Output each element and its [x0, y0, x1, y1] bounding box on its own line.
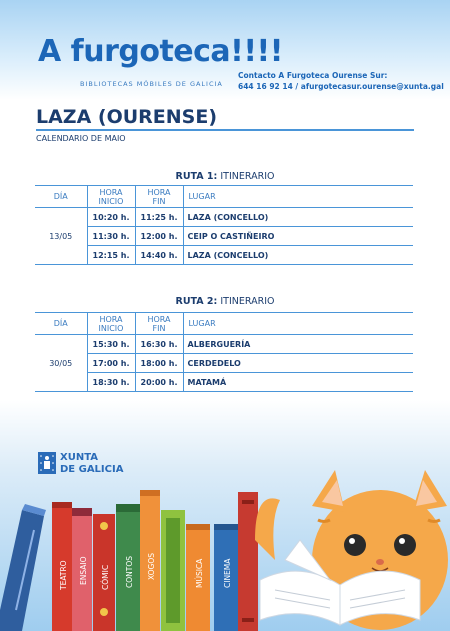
contact-details[interactable]: 644 16 92 14 / afurgotecasur.ourense@xun… — [238, 82, 444, 91]
book-xogos: XOGOS — [140, 490, 160, 631]
place-title: LAZA (OURENSE) — [36, 106, 218, 128]
route-2-label: RUTA 2: — [175, 296, 218, 307]
book-label-xogos: XOGOS — [147, 553, 156, 580]
start-time: 11:30 h. — [86, 226, 135, 246]
table-row: 11:30 h. 12:00 h. CEIP O CASTIÑEIRO — [35, 226, 413, 246]
stop-place: ALBERGUERÍA — [182, 334, 413, 354]
col-dia: DÍA — [35, 185, 87, 208]
end-time: 14:40 h. — [134, 245, 183, 265]
book-red-tall — [238, 492, 258, 631]
xunta-line2: DE GALICIA — [60, 464, 124, 475]
route-1-sub: ITINERARIO — [220, 171, 275, 182]
open-book-icon — [259, 539, 421, 626]
table-header-row: DÍA HORA INICIO HORA FIN LUGAR — [35, 312, 413, 335]
stop-place: CEIP O CASTIÑEIRO — [182, 226, 413, 246]
book-musica: MÚSICA — [186, 524, 210, 631]
start-time: 10:20 h. — [86, 207, 135, 227]
col-dia: DÍA — [35, 312, 87, 335]
contact-block: Contacto A Furgoteca Ourense Sur: 644 16… — [238, 70, 444, 92]
col-lugar: LUGAR — [182, 312, 413, 335]
book-cinema: CINEMA — [214, 524, 238, 631]
col-hora-inicio: HORA INICIO — [86, 312, 135, 335]
end-time: 20:00 h. — [134, 372, 183, 392]
book-contos: CONTOS — [116, 504, 140, 631]
xunta-wordmark: XUNTA DE GALICIA — [60, 452, 123, 476]
route-date: 30/05 — [35, 334, 87, 392]
col-hora-fin: HORA FIN — [134, 185, 183, 208]
end-time: 18:00 h. — [134, 353, 183, 373]
book-ensaio: ENSAIO — [72, 508, 92, 631]
book-label-cinema: CINEMA — [223, 558, 232, 588]
brand-title: A furgoteca!!!! — [38, 34, 283, 69]
books-and-cat-illustration: TEATRO ENSAIO CÓMIC CONTOS XOGOS MÚSICA — [0, 470, 448, 631]
end-time: 16:30 h. — [134, 334, 183, 354]
book-label-ensaio: ENSAIO — [79, 556, 88, 585]
end-time: 12:00 h. — [134, 226, 183, 246]
calendar-month: CALENDARIO DE MAIO — [36, 134, 126, 143]
book-fallen-icon — [0, 504, 46, 631]
route-1-table: DÍA HORA INICIO HORA FIN LUGAR 13/05 10:20… — [35, 185, 413, 265]
table-row: 18:30 h. 20:00 h. MATAMÁ — [35, 372, 413, 392]
stop-place: LAZA (CONCELLO) — [182, 245, 413, 265]
end-time: 11:25 h. — [134, 207, 183, 227]
route-2-table: DÍA HORA INICIO HORA FIN LUGAR 30/05 15:30… — [35, 312, 413, 392]
book-plain-green — [161, 510, 185, 631]
route-2-title: RUTA 2: ITINERARIO — [0, 296, 450, 307]
table-row: 13/05 10:20 h. 11:25 h. LAZA (CONCELLO) — [35, 207, 413, 265]
col-hora-inicio: HORA INICIO — [86, 185, 135, 208]
brand-subtitle: BIBLIOTECAS MÓBILES DE GALICIA — [80, 80, 223, 88]
col-hora-fin: HORA FIN — [134, 312, 183, 335]
route-1-label: RUTA 1: — [175, 171, 218, 182]
table-row: 12:15 h. 14:40 h. LAZA (CONCELLO) — [35, 245, 413, 265]
book-comic: CÓMIC — [93, 514, 115, 631]
book-label-contos: CONTOS — [125, 556, 134, 588]
table-header-row: DÍA HORA INICIO HORA FIN LUGAR — [35, 185, 413, 208]
col-lugar: LUGAR — [182, 185, 413, 208]
xunta-emblem-icon — [38, 452, 56, 474]
header-background — [0, 0, 450, 100]
start-time: 18:30 h. — [86, 372, 135, 392]
contact-heading: Contacto A Furgoteca Ourense Sur: — [238, 71, 388, 80]
start-time: 15:30 h. — [86, 334, 135, 354]
book-label-teatro: TEATRO — [59, 560, 68, 591]
book-label-comic: CÓMIC — [101, 565, 110, 590]
book-label-musica: MÚSICA — [195, 558, 204, 588]
stop-place: MATAMÁ — [182, 372, 413, 392]
start-time: 12:15 h. — [86, 245, 135, 265]
route-1-title: RUTA 1: ITINERARIO — [0, 171, 450, 182]
title-divider — [36, 129, 414, 131]
table-row: 17:00 h. 18:00 h. CERDEDELO — [35, 353, 413, 373]
route-date: 13/05 — [35, 207, 87, 265]
start-time: 17:00 h. — [86, 353, 135, 373]
stop-place: LAZA (CONCELLO) — [182, 207, 413, 227]
book-teatro: TEATRO — [52, 502, 72, 631]
stop-place: CERDEDELO — [182, 353, 413, 373]
xunta-line1: XUNTA — [60, 452, 98, 463]
table-row: 30/05 15:30 h. 16:30 h. ALBERGUERÍA — [35, 334, 413, 392]
route-2-sub: ITINERARIO — [220, 296, 275, 307]
